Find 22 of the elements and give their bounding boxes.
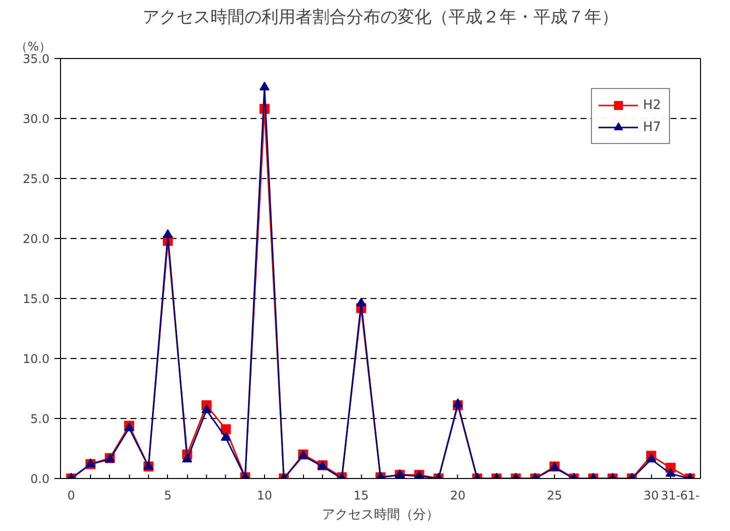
x-tick-label: 0 (67, 488, 75, 502)
x-tick-label: 30 (644, 488, 659, 502)
y-tick-label: 15.0 (22, 292, 50, 306)
chart-title: アクセス時間の利用者割合分布の変化（平成２年・平成７年） (142, 8, 618, 28)
x-tick-label: 10 (256, 488, 272, 502)
y-axis-title: （%） (16, 40, 51, 54)
y-tick-label: 0.0 (30, 472, 50, 486)
x-tick-label: 61- (680, 488, 700, 502)
y-tick-label: 35.0 (22, 52, 50, 66)
x-tick-label: 5 (164, 488, 172, 502)
x-tick-label: 20 (450, 488, 466, 502)
x-tick-label: 25 (546, 488, 562, 502)
y-tick-label: 10.0 (22, 352, 50, 366)
y-tick-label: 5.0 (30, 412, 50, 426)
y-tick-label: 20.0 (22, 232, 50, 246)
x-tick-label: 15 (354, 488, 369, 502)
x-axis-title: アクセス時間（分） (322, 508, 439, 522)
y-tick-label: 25.0 (22, 172, 50, 186)
y-tick-label: 30.0 (22, 112, 50, 126)
legend-label: H7 (643, 120, 662, 134)
legend-label: H2 (643, 98, 662, 112)
x-tick-label: 31- (660, 488, 680, 502)
